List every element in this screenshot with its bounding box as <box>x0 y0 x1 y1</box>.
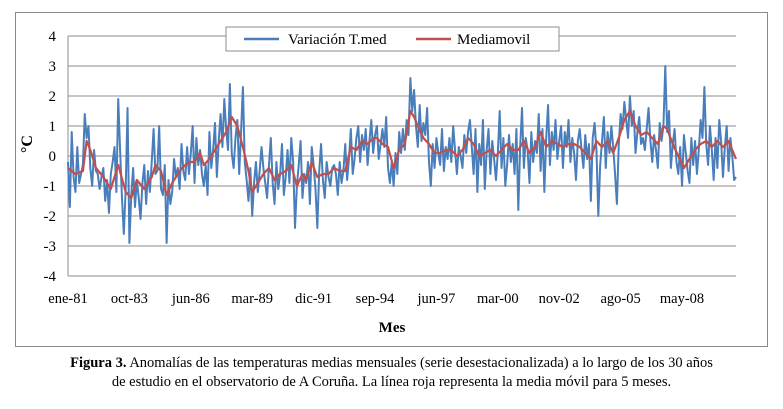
y-tick-label: 4 <box>49 29 57 45</box>
horizontal-gridlines <box>67 35 736 277</box>
legend-label: Variación T.med <box>288 32 387 48</box>
x-tick-label: jun-86 <box>171 291 210 307</box>
x-tick-label: may-08 <box>660 291 704 307</box>
chart-frame: -4 -3 -2 -1 0 1 2 3 4 ene-81 oct-83 jun-86 mar-89 di… <box>15 12 768 347</box>
y-tick-label: -4 <box>44 269 57 285</box>
y-tick-label: -3 <box>44 239 57 255</box>
legend-box <box>225 26 560 52</box>
x-tick-label: nov-02 <box>539 291 580 307</box>
x-tick-label: mar-00 <box>477 291 519 307</box>
y-tick-label: -1 <box>44 179 57 195</box>
legend-label: Mediamovil <box>457 32 530 48</box>
y-axis-tick-labels: -4 -3 -2 -1 0 1 2 3 4 <box>44 29 57 285</box>
y-tick-label: 0 <box>49 149 57 165</box>
series-line <box>67 65 737 244</box>
y-tick-label: 2 <box>49 89 57 105</box>
x-axis-label: Mes <box>379 320 406 336</box>
y-tick-label: 3 <box>49 59 57 75</box>
x-axis-tick-labels: ene-81 oct-83 jun-86 mar-89 dic-91 sep-94 jun-… <box>48 291 704 307</box>
legend: Variación T.med Mediamovil <box>225 26 560 52</box>
x-tick-label: jun-97 <box>416 291 455 307</box>
x-tick-label: mar-89 <box>231 291 273 307</box>
y-tick-label: -2 <box>44 209 57 225</box>
x-tick-label: ene-81 <box>48 291 87 307</box>
figure-caption: Figura 3. Anomalías de las temperaturas … <box>70 355 713 390</box>
series-lines <box>67 65 738 244</box>
x-tick-label: oct-83 <box>111 291 148 307</box>
series-line <box>67 109 738 200</box>
x-tick-label: dic-91 <box>295 291 332 307</box>
y-axis-label: °C <box>19 135 36 153</box>
x-tick-label: ago-05 <box>601 291 641 307</box>
temperature-anomaly-chart: -4 -3 -2 -1 0 1 2 3 4 ene-81 oct-83 jun-86 mar-89 di… <box>19 26 738 336</box>
x-tick-label: sep-94 <box>356 291 395 307</box>
y-tick-label: 1 <box>49 119 57 135</box>
